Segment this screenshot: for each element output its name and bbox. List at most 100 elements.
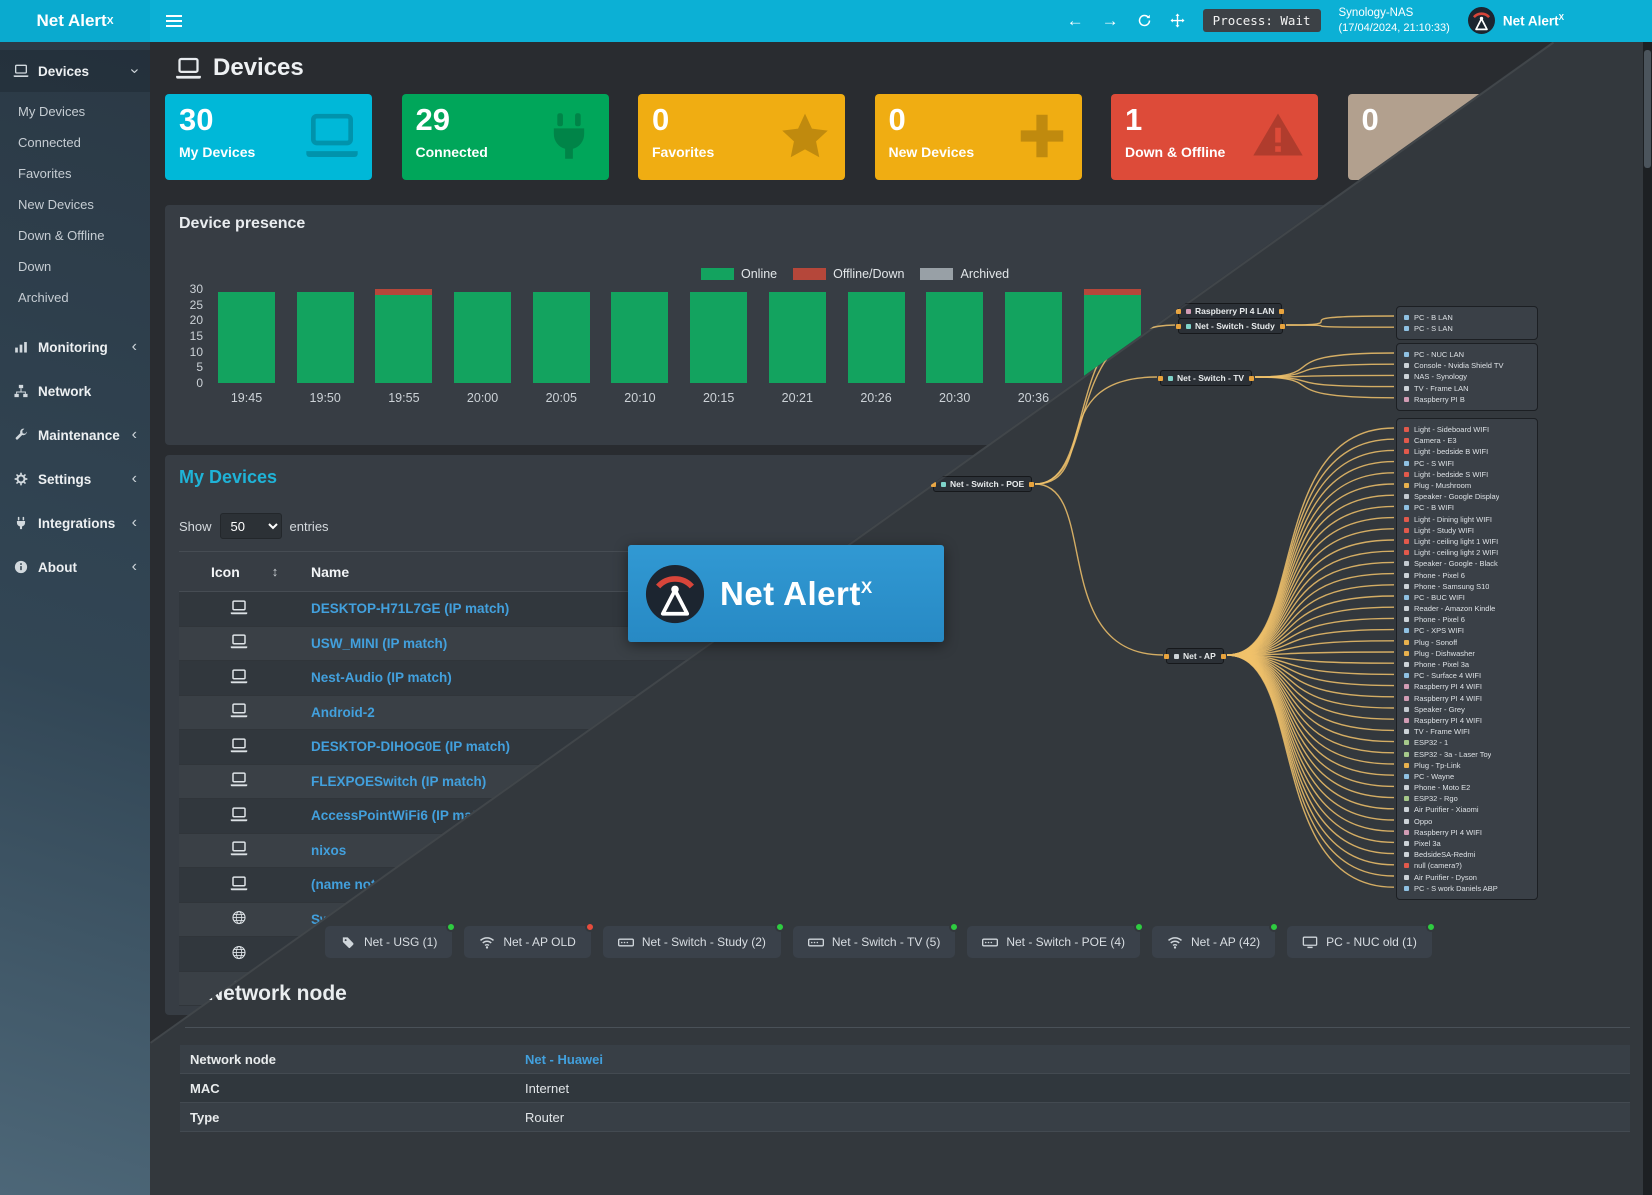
topology-node-net-ap[interactable]: Net - AP [1164,648,1226,664]
move-icon[interactable] [1170,13,1185,28]
topology-leaf-light-sideboard-wifi[interactable]: Light - Sideboard WIFI [1404,424,1530,435]
topology-leaf-plug-sonoff[interactable]: Plug - Sonoff [1404,637,1530,648]
topology-node-net-switch-study[interactable]: Net - Switch - Study [1176,318,1285,334]
stat-card-my-devices[interactable]: 30 My Devices [165,94,372,180]
network-tab-net-ap-old[interactable]: Net - AP OLD [464,922,595,958]
topology-leaf-phone-pixel-6[interactable]: Phone - Pixel 6 [1404,614,1530,625]
sort-icon[interactable]: ↕ [271,564,279,579]
network-tab-net-switch-tv-5[interactable]: Net - Switch - TV (5) [792,922,960,958]
topology-leaf-phone-moto-e2[interactable]: Phone - Moto E2 [1404,782,1530,793]
topology-leaf-plug-dishwasher[interactable]: Plug - Dishwasher [1404,648,1530,659]
topology-leaf-pc-buc-wifi[interactable]: PC - BUC WIFI [1404,592,1530,603]
topology-leaf-console-nvidia-shield-tv[interactable]: Console - Nvidia Shield TV [1404,360,1530,371]
sidebar-item-integrations[interactable]: Integrations ‹ [0,501,150,545]
topology-leaf-esp32-3a-laser-toy[interactable]: ESP32 - 3a - Laser Toy [1404,748,1530,759]
topology-node-net-switch-tv[interactable]: Net - Switch - TV [1157,370,1255,386]
detail-value[interactable]: Net - Huawei [525,1051,604,1067]
sidebar-item-maintenance[interactable]: Maintenance ‹ [0,413,150,457]
sidebar-item-devices[interactable]: Devices ‹ [0,50,150,92]
topology-leaf-reader-amazon-kindle[interactable]: Reader - Amazon Kindle [1404,603,1530,614]
topology-leaf-pc-b-wifi[interactable]: PC - B WIFI [1404,502,1530,513]
topology-leaf-esp32-1[interactable]: ESP32 - 1 [1404,737,1530,748]
topology-leaf-phone-samsung-s10[interactable]: Phone - Samsung S10 [1404,581,1530,592]
column-header-icon[interactable]: Icon ↕ [179,551,299,592]
topology-leaf-bedsidesa-redmi[interactable]: BedsideSA-Redmi [1404,849,1530,860]
stat-card-connected[interactable]: 29 Connected [401,94,609,180]
topology-node-raspberry-pi-4-lan[interactable]: Raspberry PI 4 LAN [1175,303,1285,319]
device-name-link[interactable]: DESKTOP-DIHOG0E (IP match) [311,739,511,755]
topology-leaf-phone-pixel-3a[interactable]: Phone - Pixel 3a [1404,659,1530,670]
network-tab-net-switch-study-2[interactable]: Net - Switch - Study (2) [602,922,785,958]
nav-back-icon[interactable]: ← [1066,11,1084,31]
topology-leaf-pc-s-lan[interactable]: PC - S LAN [1404,323,1530,334]
topology-leaf-light-dining-light-wifi[interactable]: Light - Dining light WIFI [1404,514,1530,525]
topology-leaf-pc-wayne[interactable]: PC - Wayne [1404,771,1530,782]
scrollbar-thumb[interactable] [1644,50,1651,168]
topology-leaf-esp32-rgo[interactable]: ESP32 - Rgo [1404,793,1530,804]
topology-leaf-light-bedside-b-wifi[interactable]: Light - bedside B WIFI [1404,446,1530,457]
topology-leaf-speaker-google-display[interactable]: Speaker - Google Display [1404,491,1530,502]
topology-leaf-raspberry-pi-4-wifi[interactable]: Raspberry PI 4 WIFI [1404,681,1530,692]
topology-leaf-tv-frame-wifi[interactable]: TV - Frame WIFI [1404,726,1530,737]
stat-card-new-devices[interactable]: 0 New Devices [874,94,1082,180]
topology-leaf-nas-synology[interactable]: NAS - Synology [1404,371,1530,382]
topology-leaf-speaker-google-black[interactable]: Speaker - Google - Black [1404,558,1530,569]
topology-node-net-switch-poe[interactable]: Net - Switch - POE [930,476,1035,492]
topology-leaf-phone-pixel-6[interactable]: Phone - Pixel 6 [1404,569,1530,580]
network-tab-pc-nuc-old-1[interactable]: PC - NUC old (1) [1287,922,1436,958]
sidebar-subitem-archived[interactable]: Archived [18,290,69,305]
device-name-link[interactable]: FLEXPOESwitch (IP match) [311,773,487,789]
refresh-icon[interactable] [1137,13,1152,28]
sidebar-item-about[interactable]: About ‹ [0,545,150,589]
sidebar-subitem-connected[interactable]: Connected [18,135,81,150]
topology-leaf-raspberry-pi-b[interactable]: Raspberry PI B [1404,394,1530,405]
network-tab-net-usg-1[interactable]: Net - USG (1) [325,922,457,958]
topology-leaf-pc-surface-4-wifi[interactable]: PC - Surface 4 WIFI [1404,670,1530,681]
sidebar-item-settings[interactable]: Settings ‹ [0,457,150,501]
topology-leaf-air-purifier-dyson[interactable]: Air Purifier - Dyson [1404,872,1530,883]
sidebar-subitem-down-offline[interactable]: Down & Offline [18,228,105,243]
scrollbar[interactable] [1643,42,1652,1195]
topology-leaf-oppo[interactable]: Oppo [1404,816,1530,827]
network-tab-net-ap-42[interactable]: Net - AP (42) [1152,922,1280,958]
device-name-link[interactable]: Android-2 [311,704,375,720]
topology-leaf-light-bedside-s-wifi[interactable]: Light - bedside S WIFI [1404,469,1530,480]
sidebar-subitem-down[interactable]: Down [18,259,52,274]
device-name-link[interactable]: AccessPointWiFi6 (IP match) [311,808,497,824]
device-name-link[interactable]: USW_MINI (IP match) [311,635,448,651]
topology-leaf-null-camera[interactable]: null (camera?) [1404,860,1530,871]
topology-leaf-light-ceiling-light-2-wifi[interactable]: Light - ceiling light 2 WIFI [1404,547,1530,558]
topology-leaf-camera-e3[interactable]: Camera - E3 [1404,435,1530,446]
device-name-link[interactable]: DESKTOP-H71L7GE (IP match) [311,601,510,617]
topology-leaf-raspberry-pi-4-wifi[interactable]: Raspberry PI 4 WIFI [1404,715,1530,726]
device-name-link[interactable]: Nest-Audio (IP match) [311,670,452,686]
sidebar-subitem-favorites[interactable]: Favorites [18,166,72,181]
stat-card-favorites[interactable]: 0 Favorites [638,94,845,180]
topology-leaf-pc-xps-wifi[interactable]: PC - XPS WIFI [1404,625,1530,636]
topology-leaf-light-ceiling-light-1-wifi[interactable]: Light - ceiling light 1 WIFI [1404,536,1530,547]
topology-leaf-tv-frame-lan[interactable]: TV - Frame LAN [1404,383,1530,394]
topology-leaf-pc-s-work-daniels-abp[interactable]: PC - S work Daniels ABP [1404,883,1530,894]
sidebar-item-monitoring[interactable]: Monitoring ‹ [0,325,150,369]
network-tab-net-switch-poe-4[interactable]: Net - Switch - POE (4) [967,922,1145,958]
topology-leaf-pc-b-lan[interactable]: PC - B LAN [1404,312,1530,323]
device-name-link[interactable]: nixos [311,842,347,858]
topology-leaf-pc-s-wifi[interactable]: PC - S WIFI [1404,458,1530,469]
sidebar-subitem-new-devices[interactable]: New Devices [18,197,94,212]
topology-leaf-plug-mushroom[interactable]: Plug - Mushroom [1404,480,1530,491]
topology-leaf-pc-nuc-lan[interactable]: PC - NUC LAN [1404,349,1530,360]
topology-leaf-pixel-3a[interactable]: Pixel 3a [1404,838,1530,849]
topology-leaf-plug-tp-link[interactable]: Plug - Tp-Link [1404,760,1530,771]
topology-leaf-air-purifier-xiaomi[interactable]: Air Purifier - Xiaomi [1404,804,1530,815]
topology-leaf-speaker-grey[interactable]: Speaker - Grey [1404,704,1530,715]
sidebar-toggle-button[interactable] [150,0,198,42]
sidebar-item-network[interactable]: Network [0,369,150,413]
topology-leaf-raspberry-pi-4-wifi[interactable]: Raspberry PI 4 WIFI [1404,827,1530,838]
nav-forward-icon[interactable]: → [1101,11,1119,31]
sidebar-subitem-my-devices[interactable]: My Devices [18,104,86,119]
topology-leaf-light-study-wifi[interactable]: Light - Study WIFI [1404,525,1530,536]
topology-leaf-raspberry-pi-4-wifi[interactable]: Raspberry PI 4 WIFI [1404,693,1530,704]
app-logo[interactable]: Net Alert X [0,0,150,42]
page-size-select[interactable]: 50 [219,513,282,539]
stat-card-down-offline[interactable]: 1 Down & Offline [1111,94,1318,180]
